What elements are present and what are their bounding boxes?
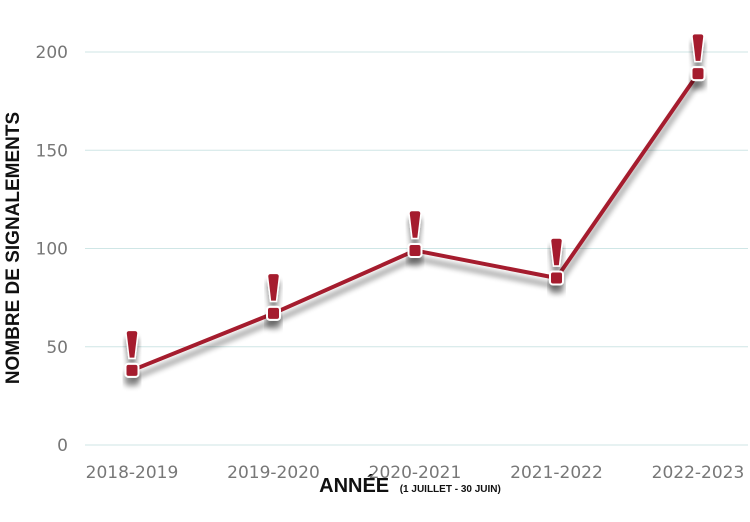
y-tick-label: 100	[36, 240, 68, 260]
data-point	[124, 362, 140, 378]
data-point	[549, 270, 564, 286]
exclamation-marker	[124, 329, 140, 378]
y-tick-label: 50	[46, 338, 68, 358]
y-tick-label: 200	[36, 43, 68, 63]
exclamation-marker	[690, 32, 706, 82]
exclamation-bar	[549, 237, 564, 267]
data-point	[690, 66, 706, 82]
y-tick-label: 0	[57, 436, 68, 456]
x-tick-label: 2021-2022	[510, 463, 603, 483]
data-point	[407, 242, 423, 258]
data-point	[266, 305, 281, 321]
x-axis-title: ANNÉE	[319, 474, 389, 497]
x-tick-label: 2019-2020	[227, 463, 320, 483]
exclamation-marker	[407, 209, 423, 258]
x-axis-ticks: 2018-2019 2019-2020 2020-2021 2021-2022 2022…	[86, 463, 745, 483]
x-tick-label: 2020-2021	[369, 463, 462, 483]
y-tick-label: 150	[36, 141, 68, 161]
exclamation-bar	[125, 329, 139, 360]
y-axis-ticks: 0 50 100 150 200	[36, 43, 68, 456]
y-axis-title: NOMBRE DE SIGNALEMENTS	[3, 112, 24, 384]
x-tick-label: 2022-2023	[652, 463, 745, 483]
exclamation-bar	[266, 272, 281, 303]
exclamation-marker	[266, 272, 281, 321]
exclamation-marker	[549, 237, 564, 286]
exclamation-bar	[691, 32, 705, 63]
x-axis-title-group: ANNÉE (1 JUILLET - 30 JUIN)	[319, 474, 501, 497]
exclamation-bar	[408, 209, 422, 240]
data-markers	[124, 32, 706, 378]
x-axis-title-note: (1 JUILLET - 30 JUIN)	[400, 484, 501, 495]
x-tick-label: 2018-2019	[86, 463, 179, 483]
